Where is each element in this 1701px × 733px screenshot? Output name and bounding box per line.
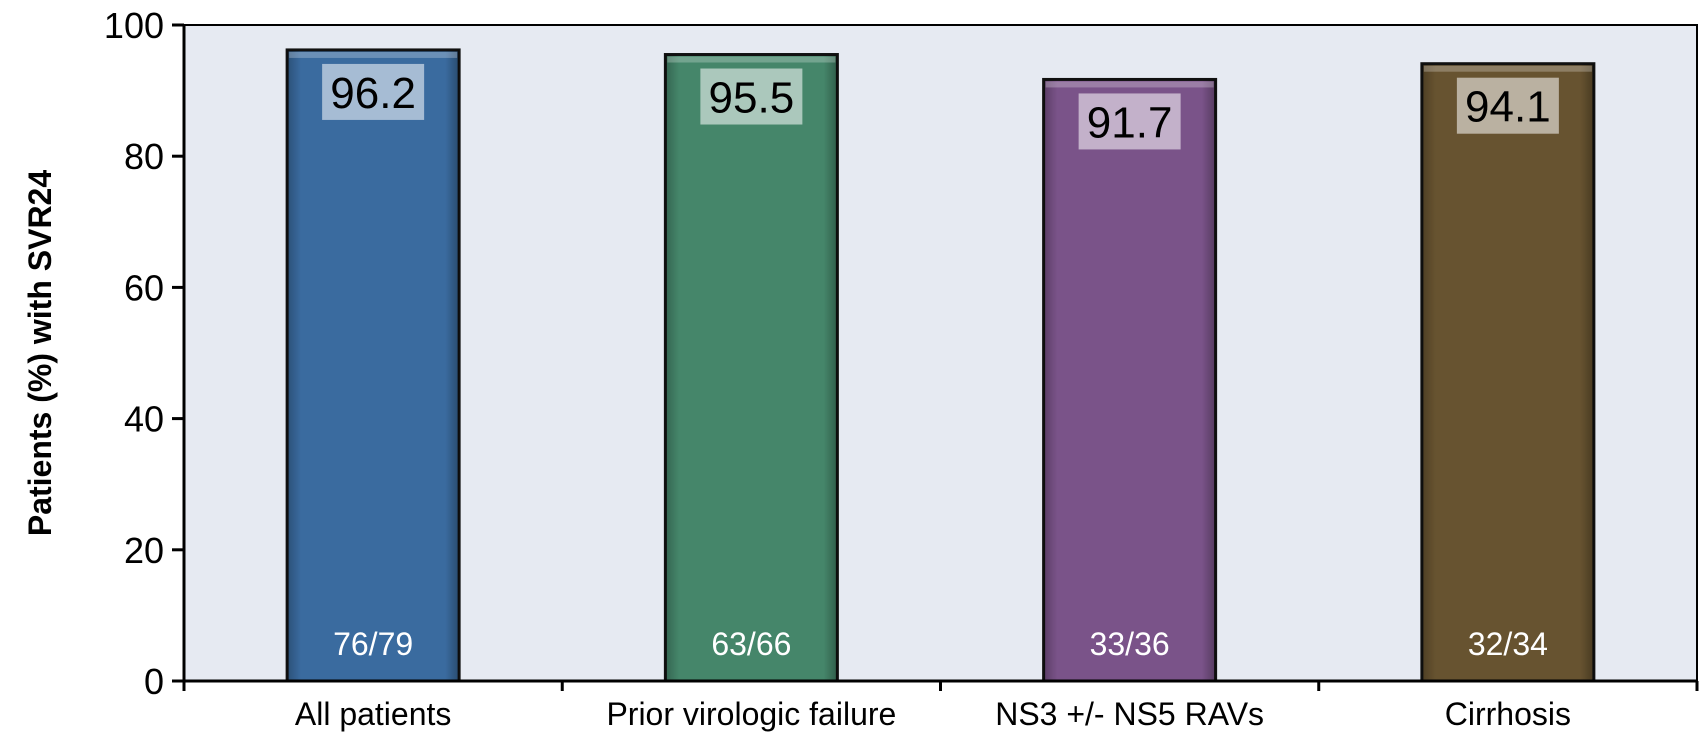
x-tick-label-0: All patients xyxy=(295,696,452,732)
count-label-0: 76/79 xyxy=(333,626,413,662)
y-tick-label-1: 20 xyxy=(124,530,164,571)
count-label-1: 63/66 xyxy=(711,626,791,662)
value-label-1: 95.5 xyxy=(709,74,795,123)
value-label-0: 96.2 xyxy=(330,69,416,118)
bar-bevel-1 xyxy=(667,56,836,63)
count-label-3: 32/34 xyxy=(1468,626,1548,662)
x-tick-label-1: Prior virologic failure xyxy=(606,696,896,732)
value-label-3: 94.1 xyxy=(1465,83,1551,132)
value-label-box-0 xyxy=(322,63,425,120)
x-tick-label-3: Cirrhosis xyxy=(1445,696,1571,732)
value-label-box-1 xyxy=(700,68,803,125)
x-tick-label-2: NS3 +/- NS5 RAVs xyxy=(995,696,1264,732)
value-label-box-2 xyxy=(1078,93,1181,150)
y-tick-label-0: 0 xyxy=(144,661,164,702)
bars-group: 96.2 76/79 All patients 95.5 63/66 Prior viro… xyxy=(285,48,1596,732)
y-tick-label-3: 60 xyxy=(124,267,164,308)
value-label-box-3 xyxy=(1456,77,1559,134)
bar-shade-1 xyxy=(665,54,838,681)
value-label-2: 91.7 xyxy=(1087,98,1173,147)
count-label-2: 33/36 xyxy=(1090,626,1170,662)
bar-shade-0 xyxy=(287,49,460,682)
y-tick-label-2: 40 xyxy=(124,399,164,440)
bar-shade-3 xyxy=(1421,63,1594,682)
axes-group: 0 20 40 60 80 100 xyxy=(104,5,1699,702)
y-axis-label: Patients (%) with SVR24 xyxy=(22,170,58,537)
bar-bevel-3 xyxy=(1423,65,1592,72)
y-tick-label-5: 100 xyxy=(104,5,164,46)
y-tick-label-4: 80 xyxy=(124,136,164,177)
bar-shade-2 xyxy=(1043,79,1216,681)
bar-bevel-2 xyxy=(1045,81,1214,88)
bar-bevel-0 xyxy=(289,51,458,58)
